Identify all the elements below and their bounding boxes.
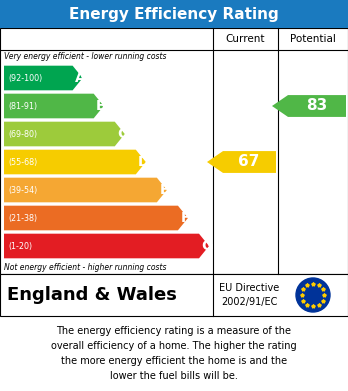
Text: Not energy efficient - higher running costs: Not energy efficient - higher running co… bbox=[4, 263, 166, 272]
Text: Potential: Potential bbox=[290, 34, 336, 44]
Text: 67: 67 bbox=[238, 154, 259, 170]
Text: B: B bbox=[96, 99, 106, 113]
Text: Current: Current bbox=[226, 34, 265, 44]
Text: EU Directive
2002/91/EC: EU Directive 2002/91/EC bbox=[219, 283, 280, 307]
Polygon shape bbox=[272, 95, 346, 117]
Bar bbox=[0, 28, 348, 274]
Text: England & Wales: England & Wales bbox=[7, 286, 176, 304]
Text: (1-20): (1-20) bbox=[8, 242, 32, 251]
Polygon shape bbox=[4, 234, 209, 258]
Circle shape bbox=[296, 278, 330, 312]
Text: Energy Efficiency Rating: Energy Efficiency Rating bbox=[69, 7, 279, 22]
Text: The energy efficiency rating is a measure of the
overall efficiency of a home. T: The energy efficiency rating is a measur… bbox=[51, 326, 297, 381]
Bar bbox=[0, 274, 348, 316]
Text: (81-91): (81-91) bbox=[8, 102, 37, 111]
Polygon shape bbox=[4, 122, 125, 146]
Text: E: E bbox=[160, 183, 169, 197]
Text: A: A bbox=[75, 71, 86, 85]
Polygon shape bbox=[4, 66, 82, 90]
Text: (69-80): (69-80) bbox=[8, 129, 37, 138]
Polygon shape bbox=[207, 151, 276, 173]
Text: (39-54): (39-54) bbox=[8, 185, 37, 194]
Bar bbox=[0, 0, 348, 28]
Text: (55-68): (55-68) bbox=[8, 158, 37, 167]
Text: (21-38): (21-38) bbox=[8, 213, 37, 222]
Text: C: C bbox=[117, 127, 127, 141]
Text: 83: 83 bbox=[306, 99, 327, 113]
Text: F: F bbox=[181, 211, 190, 225]
Polygon shape bbox=[4, 178, 167, 202]
Text: G: G bbox=[201, 239, 212, 253]
Polygon shape bbox=[4, 94, 104, 118]
Text: Very energy efficient - lower running costs: Very energy efficient - lower running co… bbox=[4, 52, 166, 61]
Polygon shape bbox=[4, 206, 188, 230]
Text: D: D bbox=[137, 155, 149, 169]
Polygon shape bbox=[4, 150, 146, 174]
Text: (92-100): (92-100) bbox=[8, 74, 42, 83]
